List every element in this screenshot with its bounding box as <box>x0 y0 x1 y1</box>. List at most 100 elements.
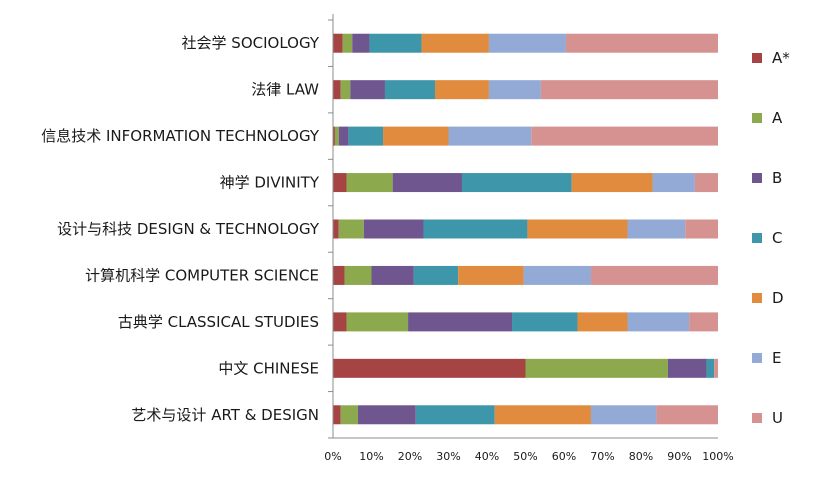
legend-label: U <box>772 409 783 427</box>
bar-segment <box>369 33 422 53</box>
bar-segment <box>415 405 495 425</box>
legend-label: A <box>772 109 783 127</box>
x-tick-label: 100% <box>702 450 733 463</box>
bar-segment <box>371 265 414 285</box>
bar-segment <box>363 219 424 239</box>
legend-swatch <box>752 413 762 423</box>
bar-segment <box>435 80 489 100</box>
bar-segment <box>656 405 718 425</box>
bar-segment <box>358 405 416 425</box>
legend-swatch <box>752 113 762 123</box>
bar-segment <box>488 33 566 53</box>
bar-segment <box>352 33 370 53</box>
bar-segment <box>344 265 372 285</box>
category-label: 艺术与设计 ART & DESIGN <box>131 406 319 424</box>
bar-segment <box>333 265 345 285</box>
category-label: 设计与科技 DESIGN & TECHNOLOGY <box>57 220 320 238</box>
bar-segment <box>627 219 686 239</box>
bar-segment <box>590 265 718 285</box>
bar-segment <box>565 33 718 53</box>
x-axis-group: 0% 10% 20% 30% 40% 50% 60% 70% 80% 90% 100% <box>324 14 734 463</box>
bar-segment <box>461 173 572 193</box>
bar-segment <box>689 312 719 332</box>
bar-segment <box>652 173 695 193</box>
legend-label: E <box>772 349 781 367</box>
bar-segment <box>590 405 657 425</box>
legend-swatch <box>752 353 762 363</box>
legend-label: B <box>772 169 782 187</box>
bar-segment <box>383 126 449 146</box>
bar-segment <box>350 80 385 100</box>
bar-segment <box>408 312 513 332</box>
bar-segment <box>333 312 347 332</box>
category-label: 神学 DIVINITY <box>220 174 320 192</box>
bar-segment <box>340 405 359 425</box>
bar-segment <box>333 358 526 378</box>
legend-swatch <box>752 173 762 183</box>
bar-segment <box>334 126 339 146</box>
bar-segment <box>531 126 718 146</box>
x-tick-label: 0% <box>324 450 341 463</box>
category-labels-group: 社会学 SOCIOLOGY 法律 LAW 信息技术 INFORMATION TECH… <box>41 34 320 424</box>
bar-segment <box>525 358 668 378</box>
bar-segment <box>384 80 436 100</box>
bar-segment <box>413 265 459 285</box>
x-tick-label: 60% <box>552 450 576 463</box>
bar-segment <box>685 219 718 239</box>
bar-segment <box>527 219 628 239</box>
bar-segment <box>348 126 384 146</box>
category-label: 信息技术 INFORMATION TECHNOLOGY <box>41 127 320 145</box>
bar-segment <box>577 312 628 332</box>
x-tick-label: 90% <box>667 450 691 463</box>
bar-segment <box>333 173 347 193</box>
category-label: 计算机科学 COMPUTER SCIENCE <box>85 266 319 284</box>
legend-swatch <box>752 293 762 303</box>
bar-segment <box>694 173 718 193</box>
bar-segment <box>523 265 591 285</box>
x-tick-label: 70% <box>590 450 614 463</box>
bar-segment <box>512 312 578 332</box>
bar-segment <box>340 80 351 100</box>
bar-segment <box>571 173 653 193</box>
legend-group: A* A B C D E U <box>752 49 790 427</box>
bar-segment <box>333 80 341 100</box>
bar-segment <box>706 358 715 378</box>
bar-segment <box>333 405 341 425</box>
bar-segment <box>714 358 718 378</box>
category-label: 法律 LAW <box>251 81 319 99</box>
bar-segment <box>333 33 343 53</box>
x-tick-label: 20% <box>398 450 422 463</box>
bar-segment <box>488 80 541 100</box>
x-tick-label: 10% <box>359 450 383 463</box>
bar-segment <box>448 126 532 146</box>
bar-segment <box>338 126 349 146</box>
x-tick-label: 80% <box>629 450 653 463</box>
bar-segment <box>333 126 335 146</box>
bar-segment <box>494 405 591 425</box>
bar-segment <box>338 219 364 239</box>
category-label: 中文 CHINESE <box>218 359 319 377</box>
category-label: 古典学 CLASSICAL STUDIES <box>118 313 319 331</box>
legend-swatch <box>752 53 762 63</box>
bar-segment <box>392 173 462 193</box>
legend-label: D <box>772 289 784 307</box>
bar-segment <box>421 33 489 53</box>
legend-swatch <box>752 233 762 243</box>
bar-segment <box>346 173 393 193</box>
bar-segment <box>458 265 524 285</box>
legend-label: A* <box>772 49 790 67</box>
bar-segment <box>423 219 528 239</box>
bar-segment <box>346 312 409 332</box>
bar-segment <box>667 358 707 378</box>
bar-segment <box>342 33 353 53</box>
legend-label: C <box>772 229 782 247</box>
bar-segment <box>540 80 718 100</box>
bars-group <box>333 33 719 425</box>
category-label: 社会学 SOCIOLOGY <box>182 34 320 52</box>
bar-segment <box>333 219 339 239</box>
x-tick-label: 30% <box>436 450 460 463</box>
x-tick-label: 40% <box>475 450 499 463</box>
x-tick-label: 50% <box>513 450 537 463</box>
